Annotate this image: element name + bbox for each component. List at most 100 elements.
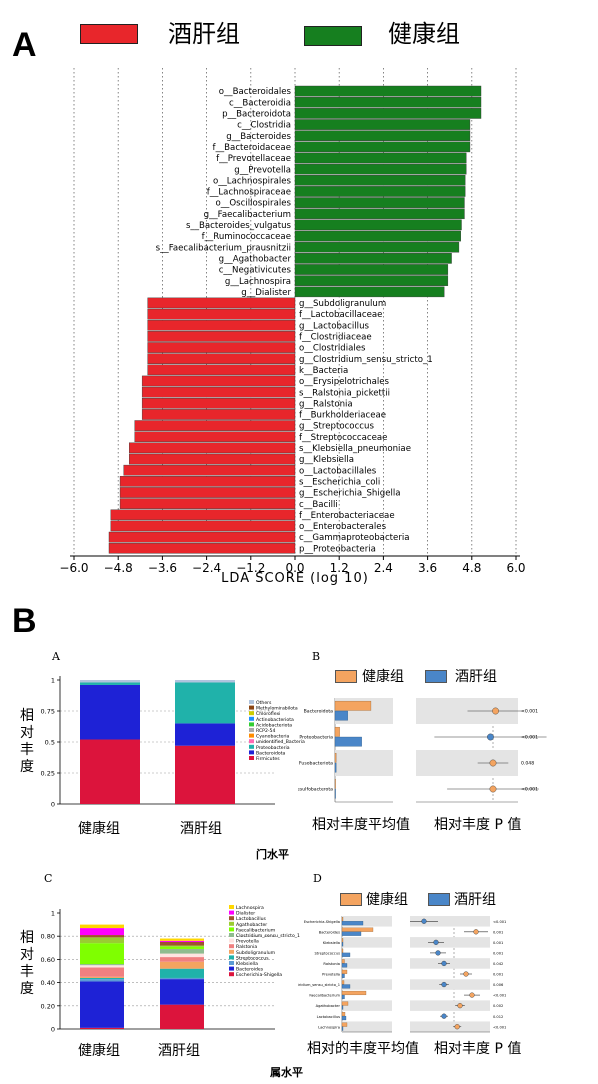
lda-bar-label: g__Bacteroides — [226, 132, 291, 142]
lda-bar-label: c__Bacilli — [299, 500, 338, 510]
lda-tick-label: −1.2 — [236, 561, 265, 575]
lda-bar-label: g__Klebsiella — [299, 455, 354, 465]
diff-row-band — [410, 1000, 490, 1011]
lda-tick-label: −4.8 — [104, 561, 133, 575]
diff-point — [463, 971, 469, 977]
lda-bar-label: o__Bacteroidales — [219, 87, 292, 97]
stack-legend-label: Firmicutes — [256, 756, 280, 762]
stack-segment — [80, 935, 124, 938]
stack-legend-swatch — [249, 744, 254, 749]
stack-legend-label: Others — [256, 700, 272, 706]
stack-legend-swatch — [229, 972, 234, 977]
stack-legend-swatch — [229, 910, 234, 915]
stack-segment — [80, 1027, 124, 1029]
lda-bar — [294, 141, 471, 153]
diff-bar-healthy — [341, 980, 345, 985]
lda-bar-label: g__Lachnospira — [225, 277, 291, 287]
lda-bar-label: c__Clostridia — [237, 121, 291, 131]
stack-segment — [160, 977, 204, 980]
stack-tick-label: 0.40 — [41, 979, 55, 987]
lda-bar-label: p__Bacteroidota — [222, 110, 291, 120]
lda-bar — [147, 353, 296, 365]
lda-bar-label: o__Oscillospirales — [215, 199, 291, 209]
lda-bar — [294, 275, 449, 286]
diff-pvalue: 0.048 — [521, 761, 534, 767]
diff-row-band — [342, 916, 392, 927]
sub-d-caption-p: 相对丰度 P 值 — [434, 1041, 522, 1057]
diff-bar-healthy — [341, 927, 374, 932]
diff-bar-alcohol — [334, 736, 362, 747]
stack-legend-swatch — [229, 944, 234, 949]
stack-legend-label: Bacteroides — [236, 967, 264, 973]
stack-segment — [160, 942, 204, 946]
stack-segment — [80, 682, 140, 685]
stack-legend-swatch — [249, 733, 254, 738]
lda-bar — [294, 208, 465, 220]
diff-point — [433, 939, 439, 945]
diff-row-band — [410, 979, 490, 990]
lda-tick-label: −2.4 — [192, 561, 221, 575]
diff-pvalue: 0.001 — [493, 930, 503, 934]
stack-segment — [160, 948, 204, 954]
stack-legend-swatch — [249, 711, 254, 716]
diff-point — [454, 1024, 460, 1030]
diff-point — [421, 918, 427, 924]
lda-bar — [141, 375, 296, 387]
lda-bar-label: g__Ralstonia — [299, 399, 353, 409]
lda-x-axis-label: LDA SCORE (log 10) — [221, 571, 369, 586]
lda-bar — [294, 85, 482, 97]
diff-row-band — [342, 979, 392, 990]
lda-bar-label: p__Proteobacteria — [299, 544, 376, 554]
diff-row-band — [342, 937, 392, 948]
lda-bar — [294, 163, 467, 175]
lda-bar-label: c__Negativicutes — [219, 266, 292, 276]
lda-bar — [294, 108, 482, 119]
diff-category-label: Fusobacteriota — [299, 761, 333, 767]
diff-bar-healthy — [341, 948, 344, 953]
diff-pvalue: 0.012 — [493, 1015, 503, 1019]
legend-label-healthy: 健康组 — [388, 20, 460, 48]
lda-bar — [134, 431, 296, 443]
sub-b-legend-swatch-healthy — [335, 670, 357, 683]
diff-pvalue: 0.001 — [493, 941, 503, 945]
lda-bar — [119, 476, 296, 487]
lda-tick-label: 4.8 — [462, 561, 481, 575]
lda-bar-label: g__Escherichia_Shigella — [299, 489, 401, 499]
diff-point — [487, 733, 494, 741]
stack-legend-label: Escherichia-Shigella — [236, 972, 282, 978]
genus-stacked-chart: 0 0.20 0.40 0.60 0.80 1 LachnospiraDialisterLa… — [41, 905, 300, 1034]
diff-category-label: Desulfobacterota — [298, 787, 333, 793]
sub-c-xtick-alcohol: 酒肝组 — [158, 1043, 200, 1059]
lda-bar — [123, 464, 296, 476]
lda-bar-label: f__Streptococcaceae — [299, 433, 387, 443]
lda-bar-label: f__Clostridiaceae — [299, 333, 372, 343]
lda-bar — [147, 319, 296, 331]
lda-bar-label: o__Clostridiales — [299, 344, 366, 354]
diff-bar-alcohol — [341, 984, 351, 989]
lda-bar-label: o__Lactobacillales — [299, 466, 377, 476]
stack-tick-label: 0.5 — [45, 739, 55, 747]
diff-point — [492, 707, 499, 715]
caption-genus: 属水平 — [270, 1066, 303, 1079]
diff-point — [441, 981, 447, 988]
sub-b-legend-swatch-alcohol — [425, 670, 447, 683]
diff-pvalue: 0.002 — [493, 1004, 503, 1008]
stack-segment — [160, 1004, 204, 1029]
stack-segment — [80, 924, 124, 929]
diff-category-label: Ralstonia — [323, 962, 340, 966]
stack-segment — [175, 723, 235, 746]
diff-bar-healthy — [341, 917, 344, 922]
diff-category-label: Klebsiella — [323, 941, 340, 945]
stack-legend-swatch — [229, 916, 234, 921]
stack-segment — [80, 977, 124, 980]
lda-bar — [141, 398, 296, 409]
diff-bar-alcohol — [334, 788, 336, 799]
stack-tick-label: 1 — [51, 910, 55, 918]
lda-bar-label: s__Bacteroides_vulgatus — [186, 221, 292, 231]
diff-pvalue: <0.001 — [493, 920, 506, 924]
diff-bar-healthy — [334, 778, 336, 789]
lda-bar-label: f__Enterobacteriaceae — [299, 511, 395, 521]
sub-d-legend-swatch-alcohol — [428, 893, 450, 906]
sub-d-legend-healthy: 健康组 — [366, 892, 408, 908]
